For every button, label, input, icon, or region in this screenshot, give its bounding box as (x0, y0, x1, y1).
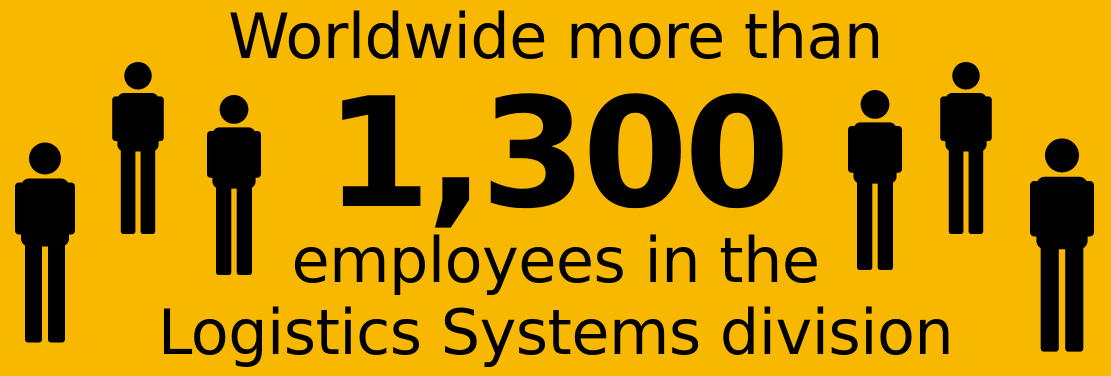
headline-intro: Worldwide more than (228, 0, 883, 73)
person-icon (1030, 138, 1094, 352)
person-icon (940, 62, 992, 234)
headline-division: Logistics Systems division (157, 296, 954, 369)
employee-count: 1,300 (325, 65, 790, 242)
person-icon (848, 90, 902, 270)
person-icon (207, 95, 261, 275)
person-icon (112, 62, 164, 234)
person-icon (15, 142, 75, 343)
headline-employees: employees in the (291, 224, 820, 297)
